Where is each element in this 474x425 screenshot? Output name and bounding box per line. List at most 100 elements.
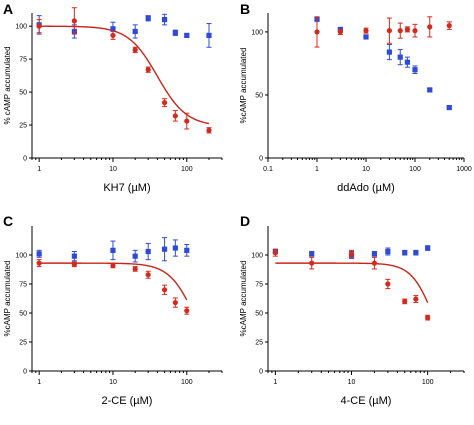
data-point-circle [132,47,138,53]
x-tick-label: 1 [37,379,41,386]
data-point-square [161,16,168,23]
x-axis-title: 2-CE (µM) [102,395,153,407]
data-point-square [184,247,190,253]
data-point-square [371,251,378,257]
x-axis-title: 4-CE (µM) [341,395,392,407]
x-tick-label: 100 [181,166,193,173]
y-axis-title: % cAMP accumulated [3,46,12,124]
data-point-square [71,253,77,259]
data-point-circle [172,299,178,306]
x-axis-title: ddAdo (µM) [337,182,395,194]
data-point-circle [446,23,452,29]
data-point-square [404,59,411,65]
x-tick-label: 1 [315,166,319,173]
x-tick-label: 1 [273,379,277,386]
data-point-square [206,32,212,39]
data-point-circle [363,28,369,34]
data-point-circle [386,28,392,34]
data-point-circle [397,28,403,34]
data-point-circle [413,296,419,302]
data-point-circle [385,281,391,287]
x-tick-label: 10 [348,379,356,386]
y-tick-label: 75 [255,282,263,289]
y-tick-label: 0 [259,369,263,376]
panel-a: A 0 25 50 75 100 1 10 100 KH7 (µM) % cAMP accumula… [3,1,223,194]
y-tick-label: 75 [19,282,27,289]
y-tick-label: 25 [19,123,27,130]
x-tick-label: 1 [37,166,41,173]
y-tick-label: 50 [19,311,27,318]
y-tick-label: 0 [23,369,27,376]
data-point-circle [206,127,212,133]
panel-c: C 0 25 50 75 100 1 10 100 2-CE (µM) %cAMP accumula… [3,213,223,407]
y-tick-label: 100 [251,29,263,36]
y-tick-label: 100 [15,24,27,31]
y-tick-label: 50 [255,92,263,99]
data-point-square [397,54,403,60]
fit-curve [39,25,210,125]
x-axis-title: KH7 (µM) [103,182,150,194]
data-point-square [412,67,418,73]
panel-letter: C [3,213,13,229]
y-tick-label: 25 [255,340,263,347]
y-tick-label: 0 [259,156,263,163]
data-point-circle [145,67,151,73]
data-point-circle [272,250,278,256]
data-point-circle [314,29,320,35]
data-point-square [145,15,151,21]
panel-b: B 0 50 100 0.1 1 10 100 1000 ddAdo (µM) %cAMP accu… [239,1,472,194]
y-tick-label: 50 [19,90,27,97]
data-point-square [36,251,42,257]
data-point-square [446,104,452,111]
data-point-square [385,248,391,255]
data-point-square [132,253,138,259]
data-point-square [427,87,433,93]
data-point-circle [161,287,168,293]
x-tick-label: 100 [181,379,193,386]
y-tick-label: 100 [251,253,263,260]
y-axis-title: %cAMP accumulated [3,261,12,337]
data-point-circle [427,24,433,30]
data-point-square [110,247,116,253]
data-point-square [402,250,408,256]
data-point-circle [412,28,418,34]
data-point-circle [184,118,190,124]
y-tick-label: 25 [19,340,27,347]
y-axis-title: %cAMP accumulated [239,48,248,124]
data-point-square [413,250,419,256]
data-point-square [386,49,392,55]
y-tick-label: 50 [255,311,263,318]
x-tick-label: 1000 [456,166,472,173]
data-point-circle [36,23,42,29]
data-point-circle [404,26,411,32]
data-point-circle [337,29,343,35]
data-point-circle [425,315,431,321]
x-tick-label: 100 [422,379,434,386]
data-point-square [161,246,168,252]
data-point-circle [402,298,408,304]
panel-letter: B [240,1,250,17]
data-point-circle [36,260,42,266]
data-point-circle [110,262,116,269]
x-tick-label: 100 [409,166,421,173]
data-point-square [172,245,178,251]
data-point-circle [371,260,378,266]
data-point-square [363,34,369,40]
data-point-square [184,32,190,39]
y-axis-title: %cAMP accumulated [239,261,248,337]
y-tick-label: 0 [23,156,27,163]
x-tick-label: 10 [362,166,370,173]
panel-letter: D [240,213,250,229]
y-tick-label: 75 [19,57,27,64]
data-point-circle [309,260,315,266]
data-point-circle [172,113,178,119]
data-point-square [309,251,315,257]
x-tick-label: 10 [109,379,117,386]
data-point-square [425,245,431,251]
data-point-circle [110,32,116,39]
data-point-circle [184,308,190,314]
data-point-circle [71,261,77,267]
x-tick-label: 0.1 [263,166,273,173]
